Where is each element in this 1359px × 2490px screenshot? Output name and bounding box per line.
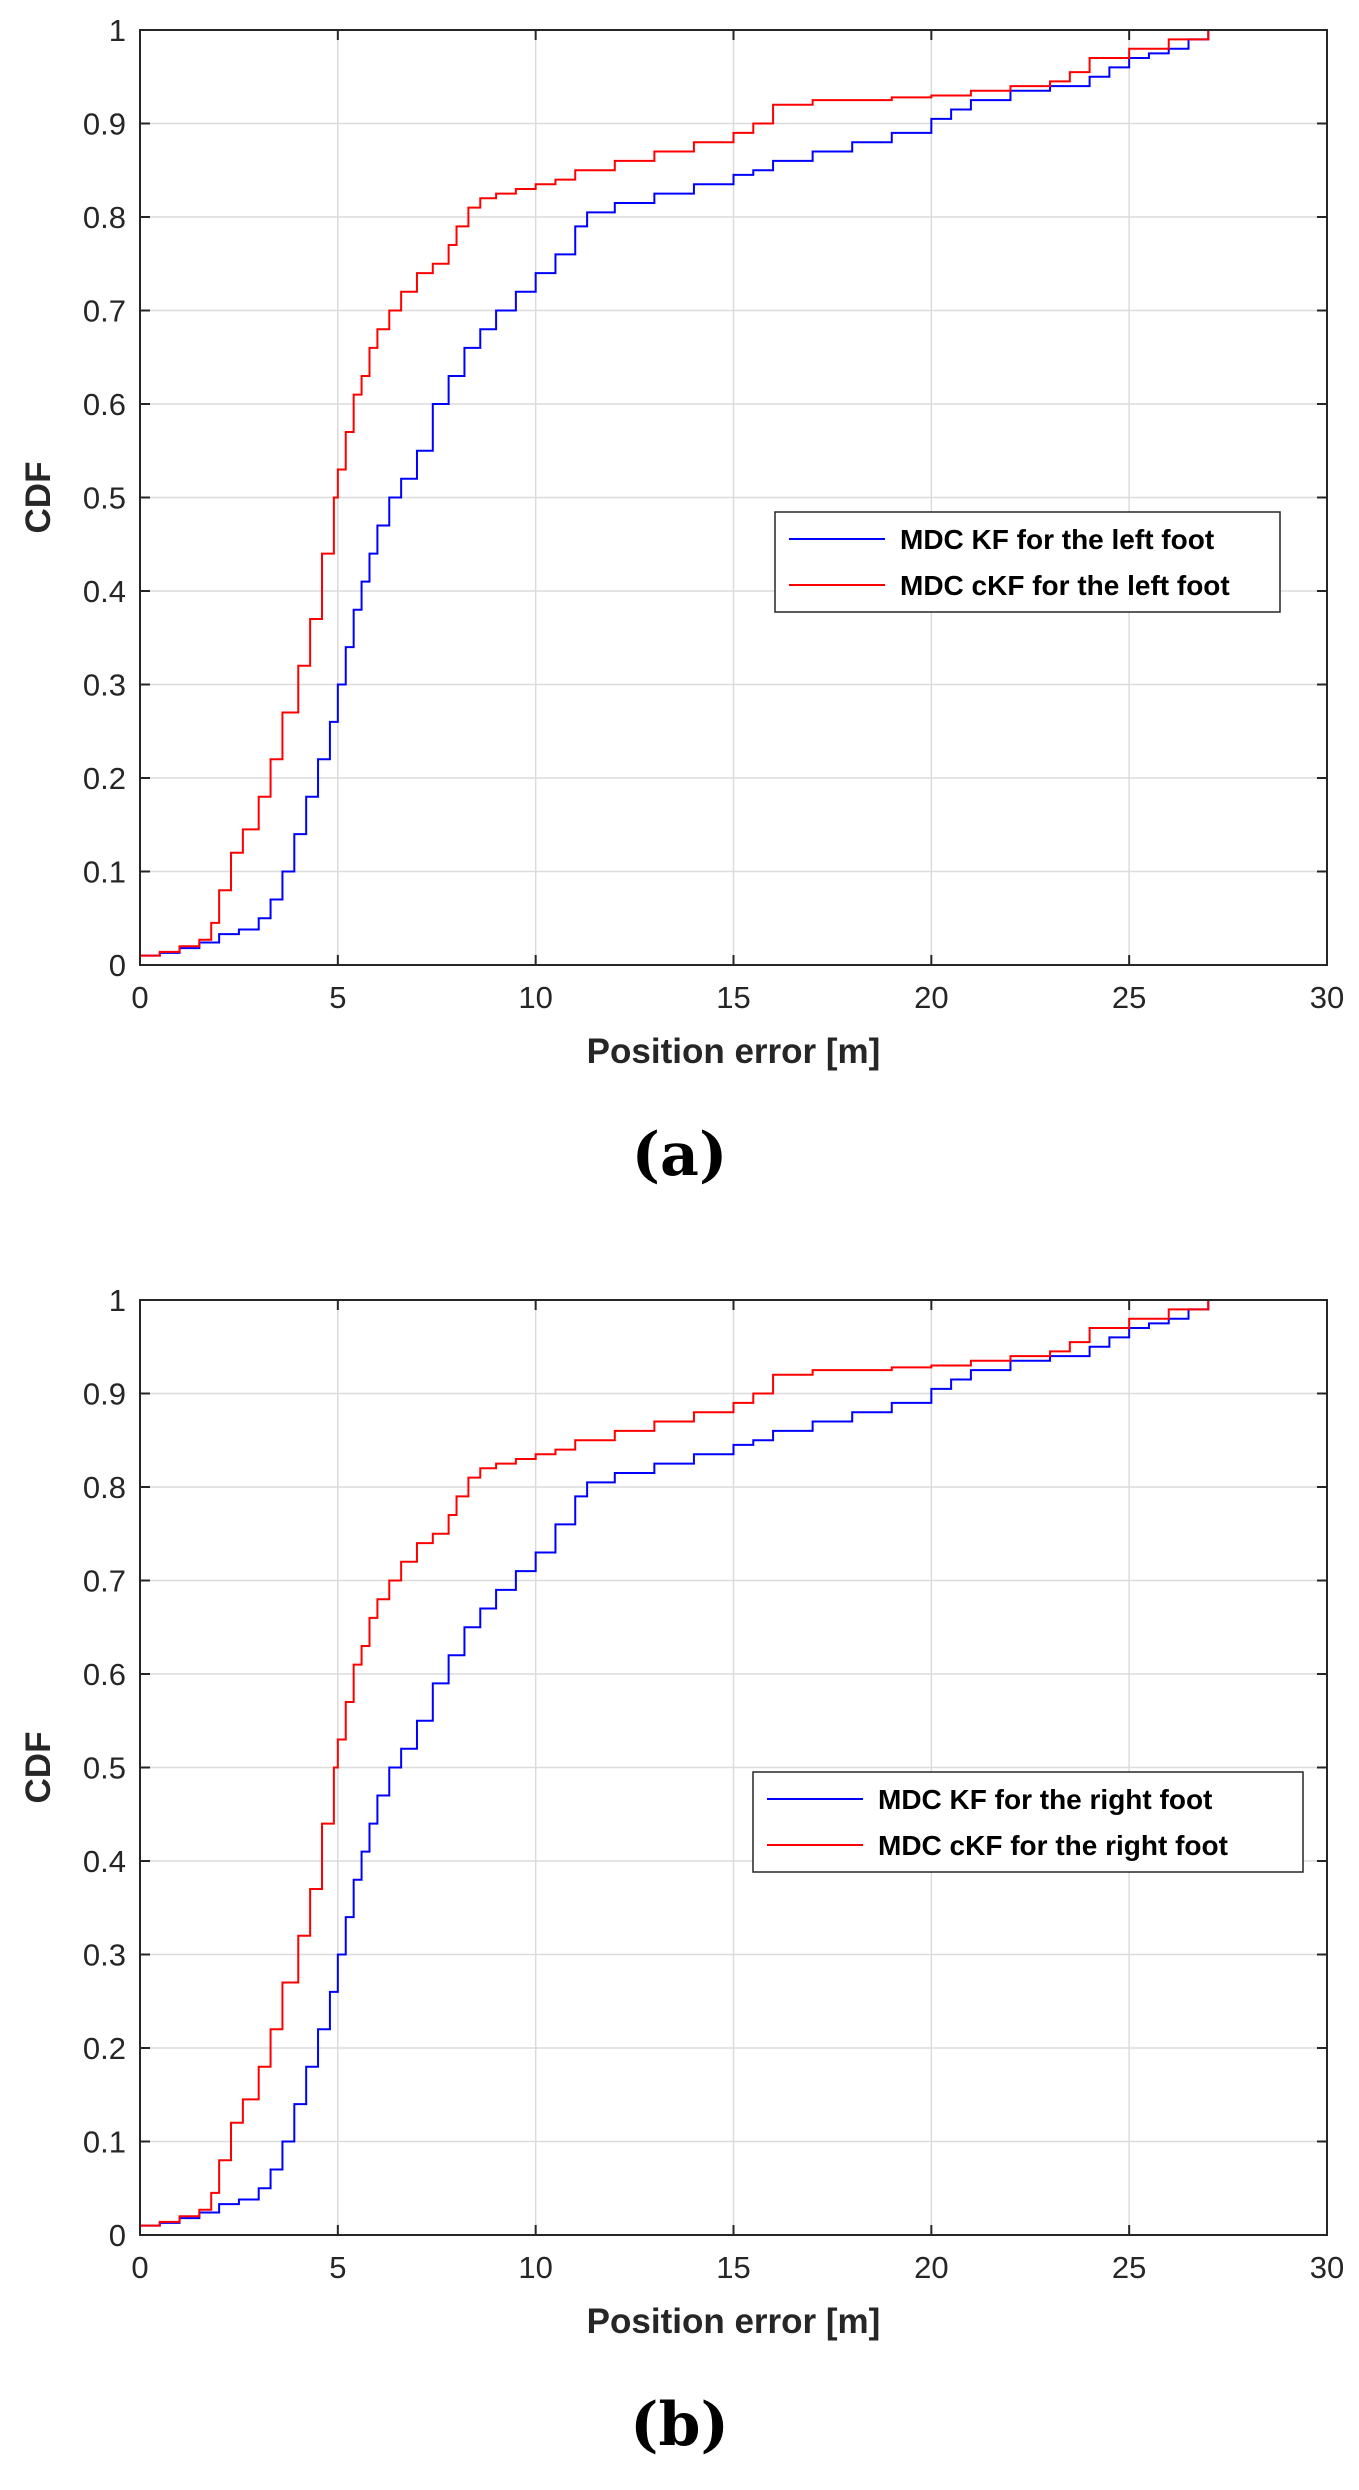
y-tick-label: 0.3 [83,1938,126,1973]
legend-box [752,1771,1304,1873]
series-line-ckf [140,1300,1210,2227]
x-tick-label: 15 [716,2250,750,2285]
legend-entry: MDC KF for the right foot [878,1784,1212,1815]
series-line-kf [140,1300,1210,2227]
y-tick-label: 0.5 [83,481,126,516]
series-line-kf [140,30,1210,957]
panel-label-b: (b) [630,2390,729,2460]
x-tick-label: 5 [329,2250,346,2285]
y-axis-label: CDF [19,1732,58,1804]
legend-box [774,511,1281,613]
chart-panel-b: 0 5 10 15 20 25 30 0 0.1 0.2 0.3 0.4 0.5 0.6 0.7 0.8 0.9… [19,1283,1344,2341]
x-tick-label: 0 [131,2250,148,2285]
x-tick-label: 20 [914,2250,948,2285]
legend: MDC KF for the right foot MDC cKF for the… [752,1771,1304,1873]
series-line-ckf [140,30,1210,957]
x-tick-label: 15 [716,980,750,1015]
legend: MDC KF for the left foot MDC cKF for the … [774,511,1281,613]
y-tick-label: 0 [109,2218,126,2253]
y-tick-label: 0.7 [83,1564,126,1599]
legend-entry: MDC KF for the left foot [900,524,1214,555]
y-tick-label: 0.5 [83,1751,126,1786]
x-tick-label: 5 [329,980,346,1015]
y-tick-label: 0.1 [83,855,126,890]
legend-entry: MDC cKF for the left foot [900,570,1230,601]
x-axis-label: Position error [m] [587,1032,881,1071]
y-tick-label: 0.6 [83,1657,126,1692]
y-axis-label: CDF [19,462,58,534]
y-tick-label: 0.9 [83,107,126,142]
x-tick-label: 25 [1112,2250,1146,2285]
x-tick-label: 20 [914,980,948,1015]
x-tick-label: 10 [518,980,552,1015]
x-tick-label: 30 [1310,2250,1344,2285]
chart-panel-a: 0 5 10 15 20 25 30 0 0.1 0.2 0.3 0.4 0.5 0.6 0.7 0.8 0.9… [19,13,1344,1071]
x-axis-label: Position error [m] [587,2302,881,2341]
y-tick-label: 0.2 [83,761,126,796]
y-tick-label: 0.4 [83,1844,126,1879]
y-tick-label: 0.7 [83,294,126,329]
y-tick-label: 0 [109,948,126,983]
y-tick-label: 0.2 [83,2031,126,2066]
y-tick-label: 0.9 [83,1377,126,1412]
x-tick-label: 25 [1112,980,1146,1015]
y-tick-label: 1 [109,1283,126,1318]
x-tick-label: 0 [131,980,148,1015]
legend-entry: MDC cKF for the right foot [878,1830,1228,1861]
x-tick-label: 30 [1310,980,1344,1015]
x-tick-label: 10 [518,2250,552,2285]
y-tick-label: 0.1 [83,2125,126,2160]
y-tick-label: 0.8 [83,200,126,235]
y-tick-label: 0.4 [83,574,126,609]
y-tick-label: 1 [109,13,126,48]
y-tick-label: 0.6 [83,387,126,422]
y-tick-label: 0.3 [83,668,126,703]
panel-label-a: (a) [631,1120,728,1190]
y-tick-label: 0.8 [83,1470,126,1505]
